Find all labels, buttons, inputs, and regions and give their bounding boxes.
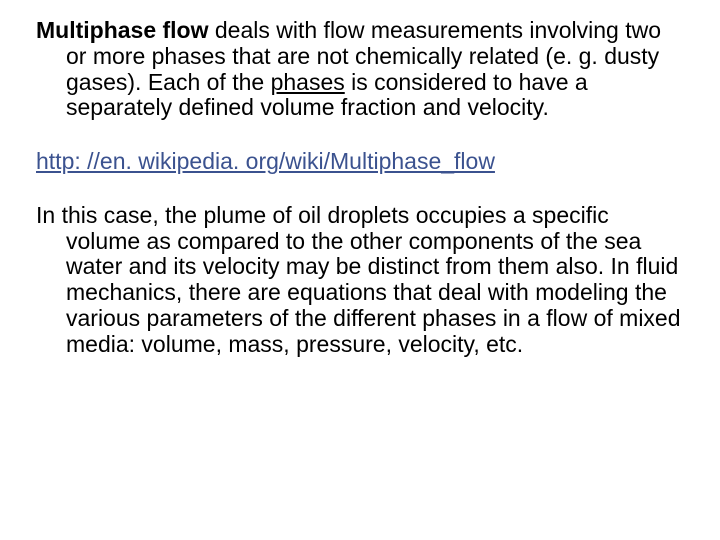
paragraph-oil-plume-text: In this case, the plume of oil droplets … [36,202,681,357]
slide-body: Multiphase flow deals with flow measurem… [0,0,720,540]
wikipedia-link[interactable]: http: //en. wikipedia. org/wiki/Multipha… [36,149,684,175]
term-phases: phases [271,69,345,95]
paragraph-oil-plume: In this case, the plume of oil droplets … [36,203,684,358]
paragraph-multiphase-definition: Multiphase flow deals with flow measurem… [36,18,684,121]
term-multiphase-flow: Multiphase flow [36,17,209,43]
